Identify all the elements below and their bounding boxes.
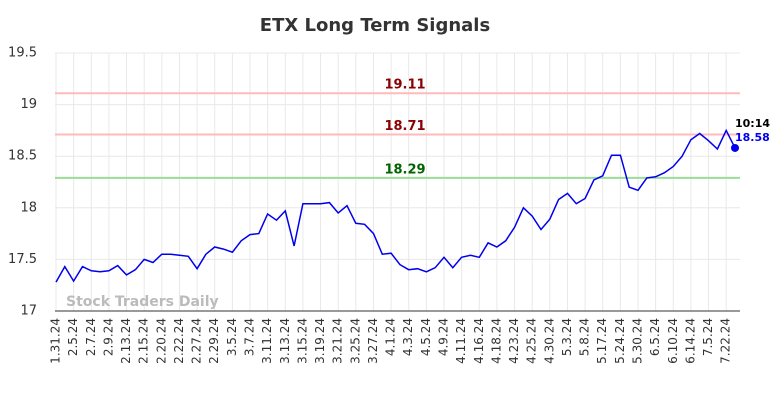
x-tick-label: 1.31.24 [49, 318, 63, 364]
x-tick-label: 6.14.24 [683, 318, 697, 364]
x-tick-label: 2.7.24 [84, 318, 98, 356]
y-tick-label: 18.5 [8, 149, 37, 164]
x-tick-label: 3.13.24 [278, 318, 292, 364]
price-line [55, 128, 736, 283]
x-tick-label: 3.27.24 [366, 318, 380, 364]
chart-title: ETX Long Term Signals [260, 15, 490, 36]
x-tick-label: 5.17.24 [595, 318, 609, 364]
x-tick-label: 2.5.24 [66, 318, 80, 356]
x-tick-label: 2.29.24 [207, 318, 221, 364]
x-tick-label: 2.20.24 [154, 318, 168, 364]
last-point [731, 143, 739, 152]
x-tick-label: 3.19.24 [313, 318, 327, 364]
reference-label: 18.29 [384, 162, 425, 177]
x-tick-label: 2.22.24 [172, 318, 186, 364]
y-tick-label: 17.5 [8, 252, 37, 267]
y-tick-label: 19.5 [8, 46, 37, 61]
x-tick-label: 3.11.24 [260, 318, 274, 364]
x-tick-label: 4.5.24 [419, 318, 433, 356]
x-tick-label: 5.3.24 [560, 318, 574, 356]
x-tick-label: 5.24.24 [613, 318, 627, 364]
x-tick-label: 6.10.24 [666, 318, 680, 364]
x-tick-label: 4.9.24 [437, 318, 451, 356]
x-tick-label: 3.15.24 [295, 318, 309, 364]
x-tick-label: 4.3.24 [401, 318, 415, 356]
x-tick-label: 4.11.24 [454, 318, 468, 364]
x-tick-label: 5.8.24 [578, 318, 592, 356]
y-tick-label: 18 [20, 200, 37, 215]
x-tick-label: 2.15.24 [137, 318, 151, 364]
x-tick-label: 2.9.24 [101, 318, 115, 356]
x-tick-label: 4.30.24 [542, 318, 556, 364]
x-tick-label: 4.23.24 [507, 318, 521, 364]
x-tick-label: 3.5.24 [225, 318, 239, 356]
watermark: Stock Traders Daily [66, 294, 219, 310]
x-tick-label: 3.25.24 [348, 318, 362, 364]
reference-label: 19.11 [384, 78, 425, 93]
x-tick-label: 4.25.24 [525, 318, 539, 364]
x-tick-label: 3.7.24 [243, 318, 257, 356]
last-value: 18.58 [735, 131, 770, 144]
x-tick-label: 7.5.24 [701, 318, 715, 356]
y-tick-label: 19 [20, 97, 37, 112]
x-tick-label: 2.27.24 [190, 318, 204, 364]
x-tick-label: 5.30.24 [631, 318, 645, 364]
x-tick-label: 4.18.24 [489, 318, 503, 364]
x-tick-label: 4.16.24 [472, 318, 486, 364]
x-tick-label: 4.1.24 [384, 318, 398, 356]
reference-label: 18.71 [384, 119, 425, 134]
y-tick-label: 17 [20, 304, 37, 319]
x-tick-label: 7.22.24 [719, 318, 733, 364]
x-tick-label: 6.5.24 [648, 318, 662, 356]
x-tick-label: 3.21.24 [331, 318, 345, 364]
last-time: 10:14 [735, 117, 770, 130]
x-tick-label: 2.13.24 [119, 318, 133, 364]
